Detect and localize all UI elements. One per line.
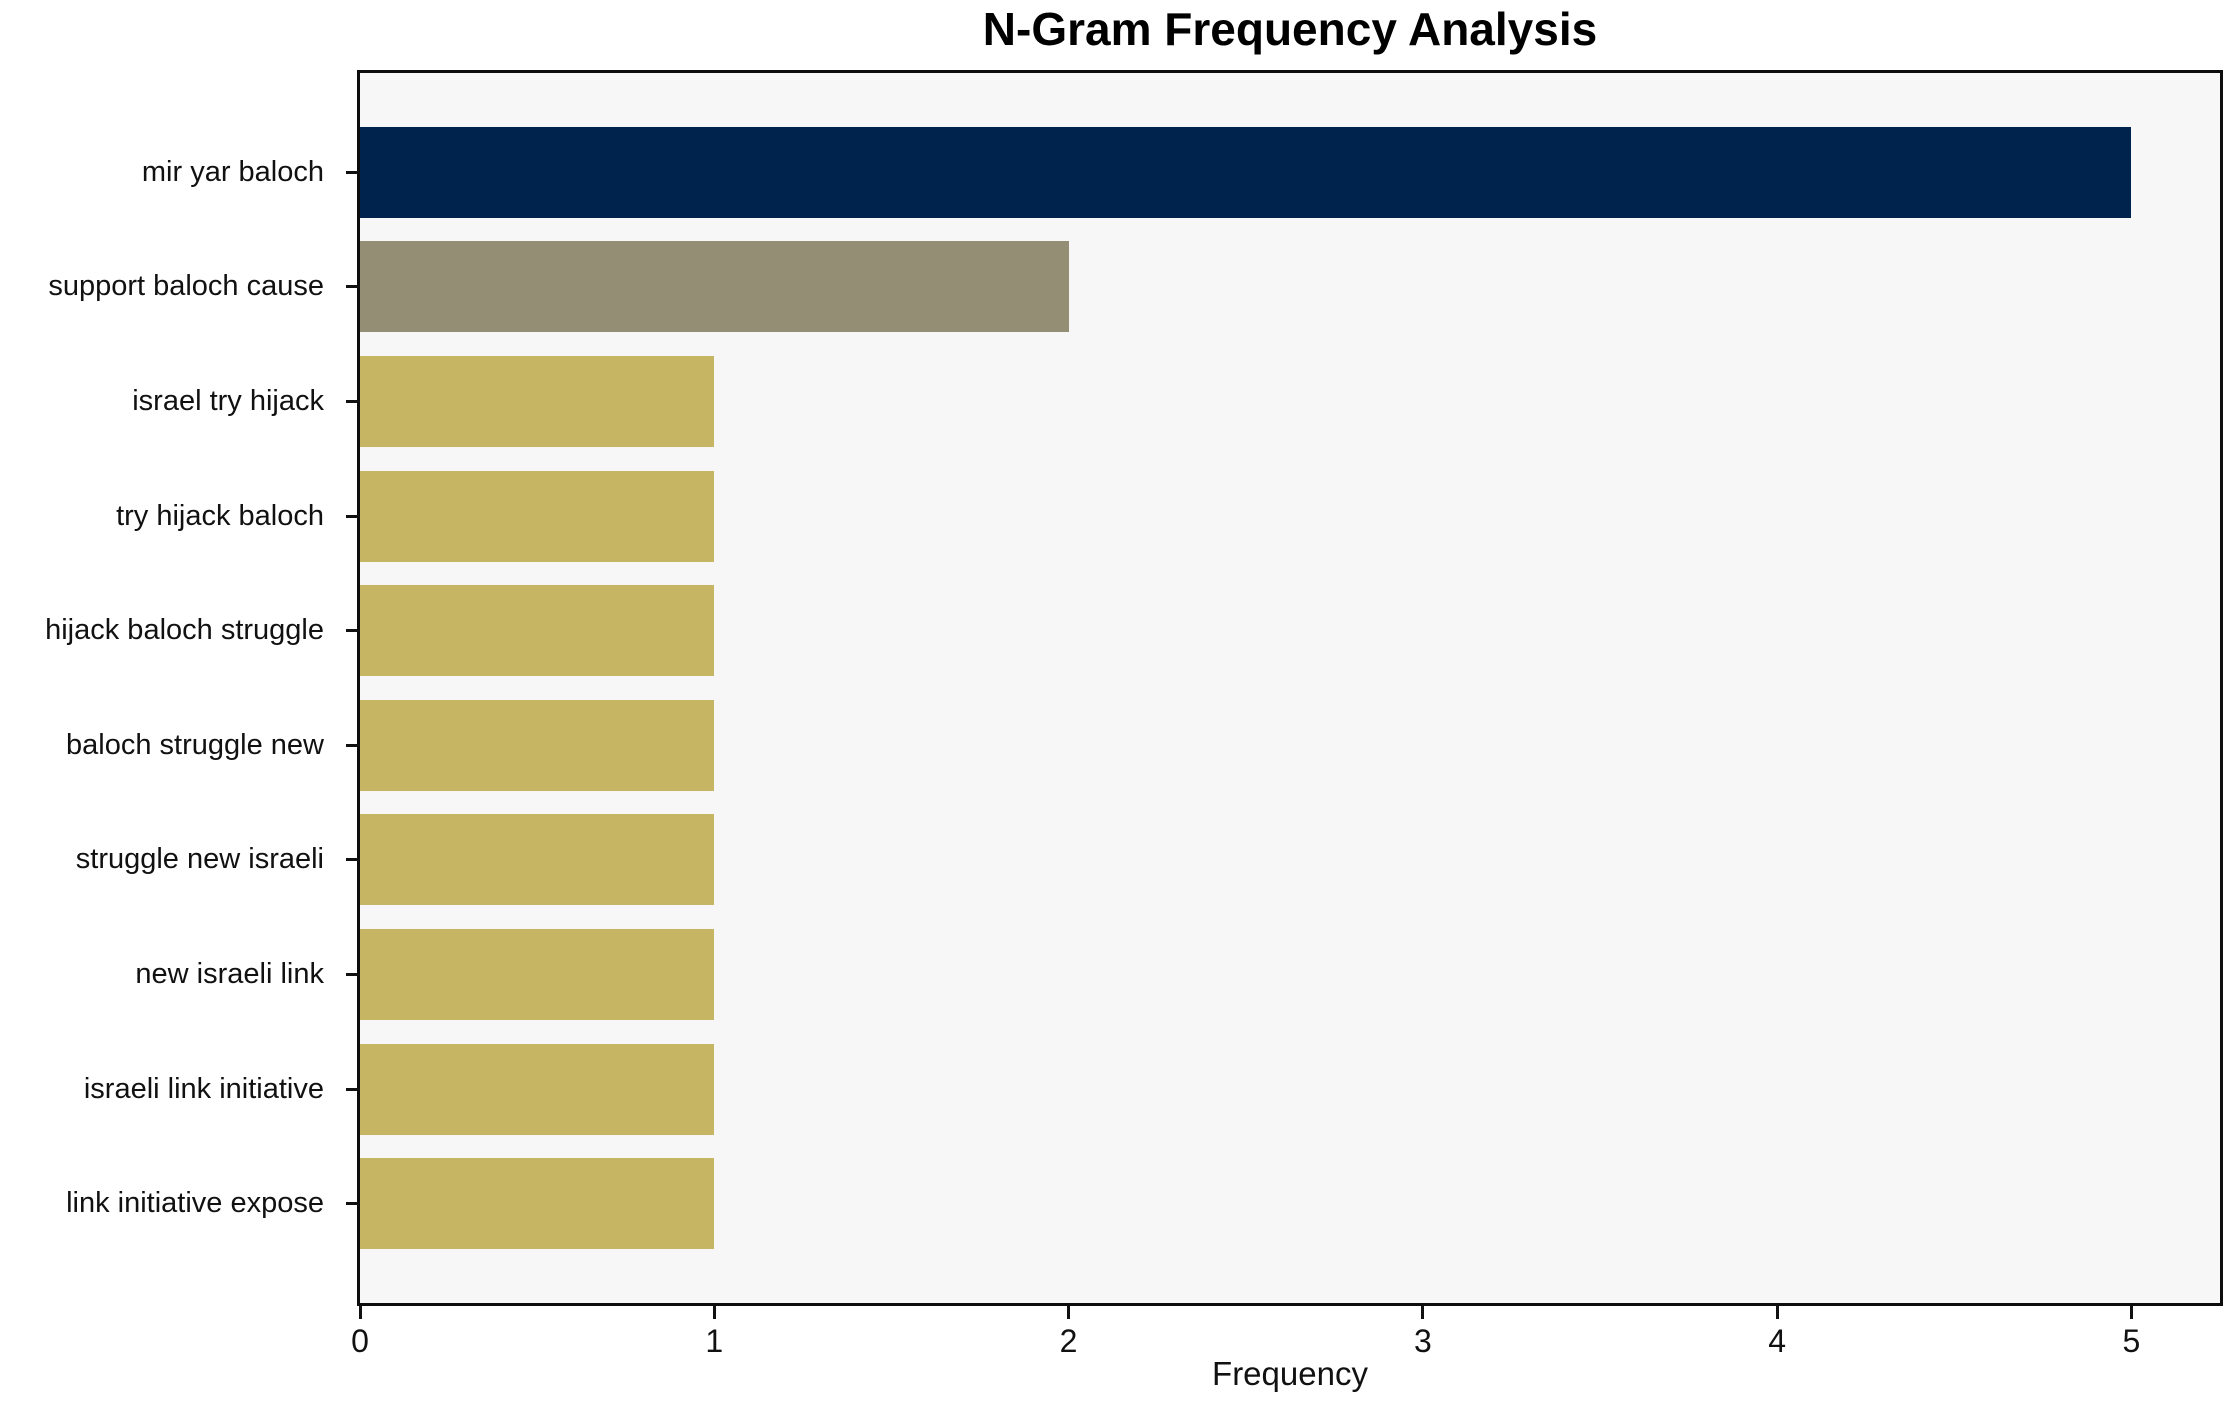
x-tick-mark <box>1067 1306 1071 1319</box>
bar-track <box>360 115 2220 230</box>
y-tick-label: support baloch cause <box>48 270 324 303</box>
frequency-bar <box>360 585 715 677</box>
y-tick-mark <box>346 1087 360 1091</box>
y-tick-label: hijack baloch struggle <box>45 614 324 647</box>
bar-row: israel try hijack <box>0 344 2240 459</box>
y-tick-mark <box>346 285 360 289</box>
y-tick-label: struggle new israeli <box>75 843 324 876</box>
bars-container: mir yar baloch support baloch cause israel… <box>0 73 2240 1303</box>
y-tick-label: new israeli link <box>135 957 324 990</box>
x-tick-mark <box>1421 1306 1425 1319</box>
y-tick-mark <box>346 170 360 174</box>
x-tick-label: 4 <box>1768 1323 1787 1359</box>
y-tick-label: israel try hijack <box>132 384 324 417</box>
frequency-bar <box>360 241 1069 333</box>
x-tick-mark <box>712 1306 716 1319</box>
bar-track <box>360 230 2220 345</box>
x-tick-label: 0 <box>351 1323 369 1359</box>
bar-track <box>360 459 2220 574</box>
y-tick-mark <box>346 514 360 518</box>
bar-track <box>360 573 2220 688</box>
bar-row: israeli link initiative <box>0 1032 2240 1147</box>
x-axis-label: Frequency <box>1212 1355 1368 1392</box>
frequency-bar <box>360 699 715 791</box>
x-tick-label: 2 <box>1059 1323 1078 1359</box>
y-tick-label: israeli link initiative <box>83 1072 324 1105</box>
y-tick-label: link initiative expose <box>66 1187 324 1220</box>
bar-track <box>360 1146 2220 1261</box>
frequency-bar <box>360 470 715 562</box>
y-tick-mark <box>346 858 360 862</box>
bar-track <box>360 1032 2220 1147</box>
x-tick-label: 5 <box>2122 1323 2141 1359</box>
bar-row: struggle new israeli <box>0 803 2240 918</box>
bar-row: hijack baloch struggle <box>0 573 2240 688</box>
bar-row: link initiative expose <box>0 1146 2240 1261</box>
bar-track <box>360 688 2220 803</box>
frequency-bar <box>360 928 715 1020</box>
x-tick-mark <box>1775 1306 1779 1319</box>
bar-track <box>360 917 2220 1032</box>
bar-row: baloch struggle new <box>0 688 2240 803</box>
y-tick-label: mir yar baloch <box>141 155 324 188</box>
frequency-bar <box>360 814 715 906</box>
bar-row: try hijack baloch <box>0 459 2240 574</box>
bar-track <box>360 344 2220 459</box>
x-tick-mark <box>2129 1306 2133 1319</box>
x-tick-label: 3 <box>1413 1323 1432 1359</box>
bar-row: mir yar baloch <box>0 115 2240 230</box>
frequency-bar <box>360 1043 715 1135</box>
y-tick-label: baloch struggle new <box>66 728 324 761</box>
y-tick-mark <box>346 743 360 747</box>
frequency-bar <box>360 355 715 447</box>
y-tick-mark <box>346 972 360 976</box>
x-tick-mark <box>358 1306 362 1319</box>
bar-row: new israeli link <box>0 917 2240 1032</box>
frequency-bar <box>360 126 2132 218</box>
x-tick-label: 1 <box>705 1323 724 1359</box>
frequency-bar <box>360 1158 715 1250</box>
y-tick-label: try hijack baloch <box>116 499 324 532</box>
y-tick-mark <box>346 629 360 633</box>
bar-track <box>360 803 2220 918</box>
chart-title: N-Gram Frequency Analysis <box>982 3 1598 55</box>
bar-row: support baloch cause <box>0 230 2240 345</box>
y-tick-mark <box>346 1202 360 1206</box>
y-tick-mark <box>346 399 360 403</box>
